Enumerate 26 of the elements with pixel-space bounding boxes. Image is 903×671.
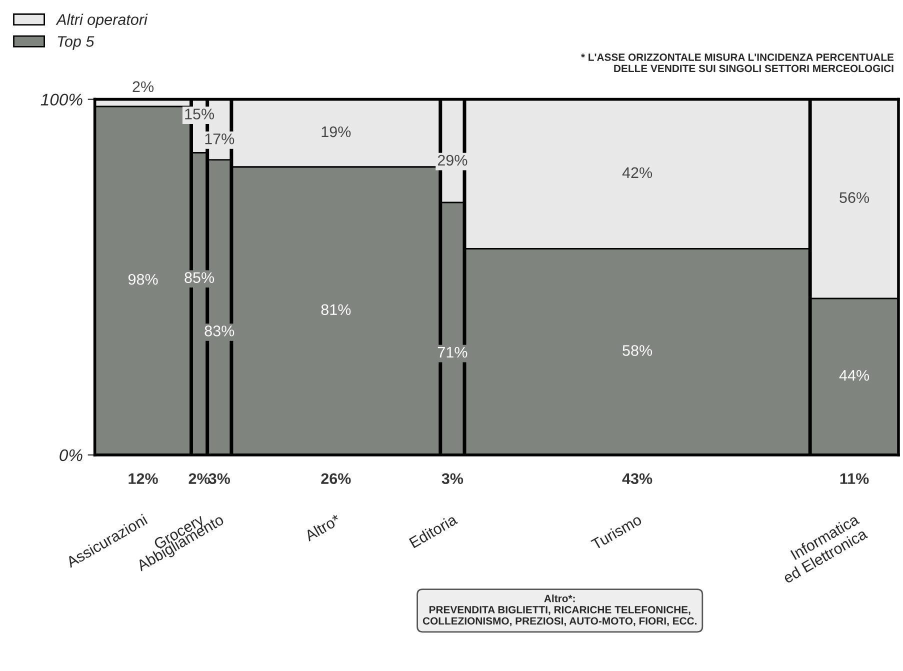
text: 11% bbox=[840, 473, 869, 484]
legend-label: Altri operatori bbox=[56, 14, 148, 28]
data-label: 56% bbox=[840, 192, 870, 203]
data-label: 42% bbox=[622, 167, 652, 178]
text: 3% bbox=[442, 473, 464, 484]
data-label: 83% bbox=[204, 326, 234, 336]
data-label: 17% bbox=[205, 134, 234, 144]
text: 2% bbox=[188, 473, 210, 484]
legend-label: Top 5 bbox=[58, 36, 94, 50]
data-label: 71% bbox=[438, 346, 468, 358]
data-label: 58% bbox=[622, 345, 652, 356]
data-label: 44% bbox=[839, 370, 870, 381]
text: Altro*: PREVENDITA BIGLIETTI, RICARICHE TELEFONICHE, COLLEZIONISMO, PREZIOSI, AUTO-MOTO, FIORI, ECC. bbox=[422, 594, 696, 626]
data-label: 19% bbox=[322, 126, 351, 138]
y-tick-label: 100% bbox=[40, 94, 82, 106]
text: 26% bbox=[321, 473, 351, 484]
text: 3% bbox=[208, 473, 230, 484]
data-label: 81% bbox=[321, 304, 351, 316]
y-tick-label: 0% bbox=[60, 449, 82, 462]
data-label: 98% bbox=[128, 274, 158, 285]
text: * L'ASSE ORIZZONTALE MISURA L'INCIDENZA PERCENTUALE DELLE VENDITE SUI SINGOLI SETTORI MERCEOLOGICI bbox=[580, 54, 894, 72]
text: 43% bbox=[622, 473, 652, 484]
data-label: 29% bbox=[438, 154, 468, 166]
data-label: 85% bbox=[184, 272, 214, 283]
data-label: 2% bbox=[132, 81, 154, 92]
text: 12% bbox=[128, 473, 158, 484]
